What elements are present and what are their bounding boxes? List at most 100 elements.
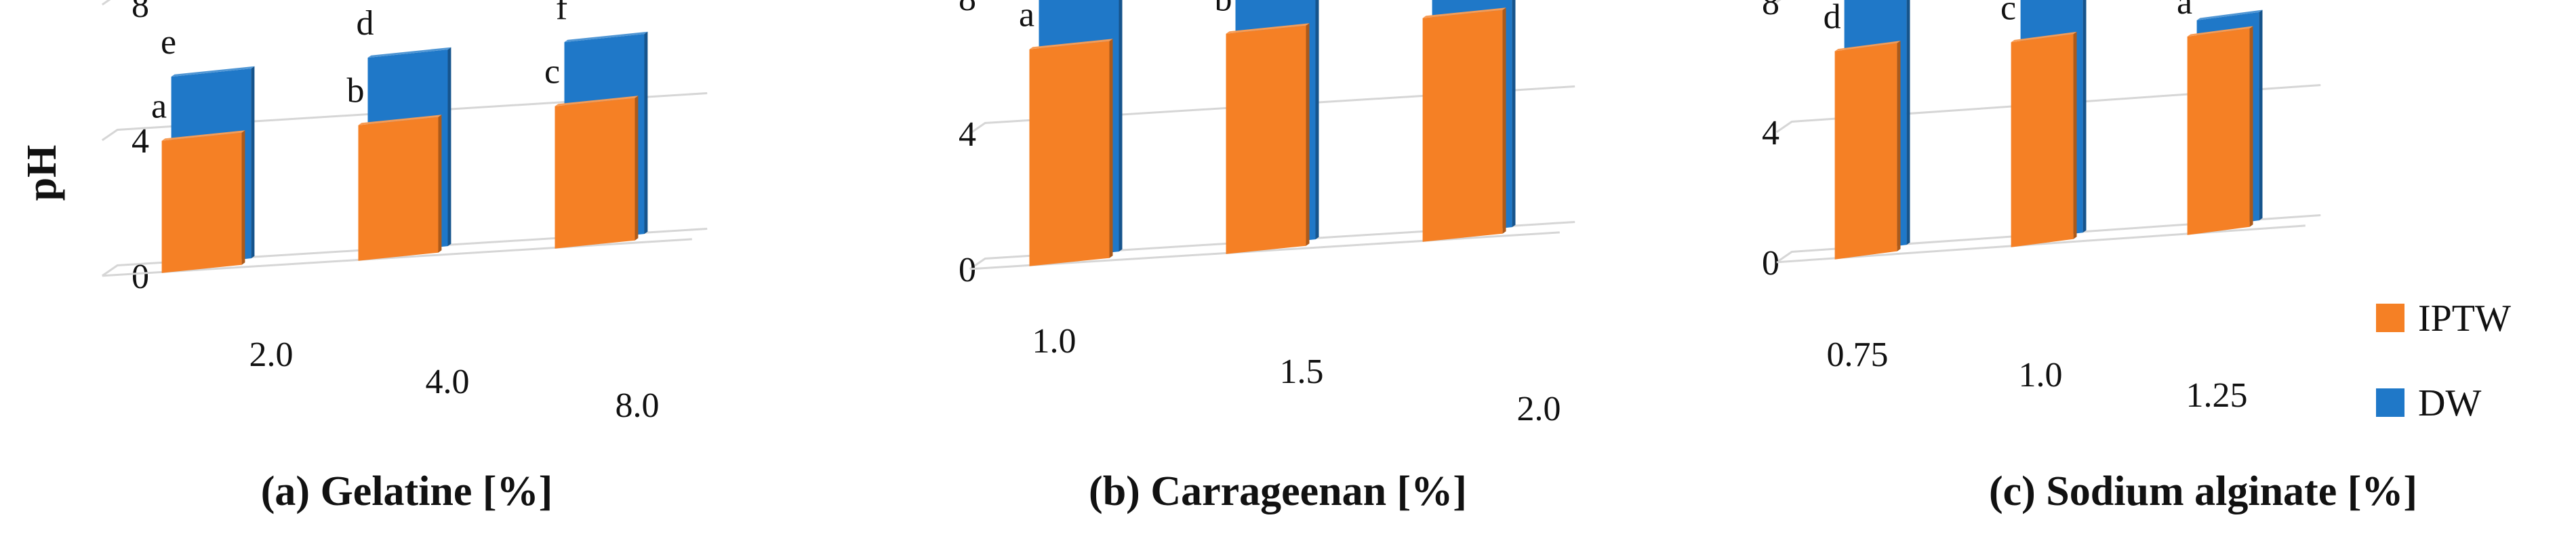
legend-swatch	[2376, 388, 2404, 417]
bar-side-face	[1897, 41, 1901, 251]
bar-top-face	[358, 115, 442, 125]
data-label: d	[357, 4, 374, 43]
bar-side-face	[2249, 26, 2253, 227]
panel-title: (b) Carrageenan [%]	[1089, 468, 1467, 514]
legend-item-dw: DW	[2376, 382, 2481, 424]
gridline	[969, 221, 1575, 270]
y-tick-label: 0	[132, 258, 149, 296]
bar-side-face	[1906, 0, 1910, 245]
chart-panels: 04812edfabc2.04.08.0(a) Gelatine [%]0481…	[101, 0, 2417, 514]
y-tick-label: 4	[132, 122, 149, 161]
gridlines	[969, 85, 1575, 270]
gridline	[969, 85, 1575, 135]
data-label: c	[2000, 0, 2016, 27]
data-label: a	[151, 87, 167, 126]
panel-title: (c) Sodium alginate [%]	[1989, 468, 2417, 514]
bar-side-face	[644, 31, 648, 235]
bar-side-face	[447, 47, 451, 247]
x-tick-label: 8.0	[616, 386, 660, 425]
y-tick-label: 0	[959, 251, 976, 289]
data-label: b	[2186, 0, 2203, 5]
bar-top-face	[1029, 39, 1113, 49]
x-tick-label: 0.75	[1827, 336, 1889, 374]
bar-front-face	[2187, 28, 2250, 235]
data-label: c	[1412, 0, 1428, 3]
bar-top-face	[564, 31, 648, 43]
bar-iptw-4.0: b	[347, 72, 442, 261]
chart-panel-1: 04812edfabc2.04.08.0(a) Gelatine [%]	[101, 0, 708, 514]
y-tick-label: 8	[959, 0, 976, 18]
bar-iptw-1.0: c	[2000, 0, 2077, 247]
data-label: b	[347, 72, 365, 110]
bar-top-face	[171, 66, 255, 77]
bar-iptw-1.0: a	[1019, 0, 1113, 266]
bar-iptw-1.5: b	[1215, 0, 1310, 254]
gridlines	[101, 0, 708, 277]
bar-top-face	[555, 96, 639, 106]
x-tick-label: 4.0	[426, 363, 470, 401]
bar-side-face	[251, 66, 255, 259]
x-tick-label: 1.5	[1280, 352, 1324, 391]
y-tick-label: 8	[1762, 0, 1779, 22]
x-tick-label: 2.0	[1517, 390, 1561, 428]
data-label: b	[1215, 0, 1232, 19]
bar-iptw-1.25: a	[2177, 0, 2253, 235]
legend-swatch	[2376, 304, 2404, 332]
data-label: e	[161, 23, 176, 62]
data-label: d	[1824, 0, 1841, 37]
floor-edge	[969, 231, 1560, 270]
bar-top-face	[1422, 7, 1506, 18]
gridline	[1775, 214, 2321, 264]
bar-top-face	[2011, 31, 2077, 43]
legend-label: DW	[2418, 382, 2481, 424]
data-label: a	[2177, 0, 2192, 22]
bar-front-face	[1029, 41, 1110, 266]
gridlines	[1775, 0, 2321, 264]
bar-iptw-0.75: d	[1824, 0, 1901, 260]
bar-top-face	[2187, 26, 2253, 37]
bar-side-face	[2259, 9, 2263, 221]
bars: febdca	[1824, 0, 2263, 260]
bar-top-face	[161, 130, 245, 141]
legend-label: IPTW	[2418, 298, 2511, 340]
y-tick-label: 8	[132, 0, 149, 25]
data-label: a	[1019, 0, 1034, 35]
bar-iptw-2.0: c	[1412, 0, 1506, 242]
y-tick-label: 4	[1762, 114, 1779, 153]
bar-side-face	[1109, 39, 1113, 258]
bar-top-face	[1226, 23, 1310, 34]
bar-front-face	[1834, 43, 1897, 260]
bar-side-face	[241, 130, 245, 265]
bar-side-face	[2082, 0, 2087, 233]
bar-side-face	[1512, 0, 1516, 228]
bar-side-face	[1315, 0, 1319, 240]
legend-item-iptw: IPTW	[2376, 298, 2511, 340]
x-tick-label: 1.25	[2186, 376, 2248, 415]
gridline	[101, 228, 708, 277]
floor-edge	[1776, 224, 2306, 264]
bar-top-face	[367, 47, 451, 58]
gridline	[101, 92, 708, 142]
bar-front-face	[1422, 9, 1503, 242]
bar-top-face	[2196, 9, 2263, 20]
panel-title: (a) Gelatine [%]	[261, 468, 552, 514]
bar-side-face	[438, 115, 442, 253]
data-label: c	[544, 53, 560, 92]
bar-front-face	[2011, 34, 2074, 247]
y-tick-label: 4	[959, 115, 976, 154]
bar-front-face	[1226, 25, 1306, 254]
bar-side-face	[1119, 0, 1123, 252]
bar-front-face	[161, 132, 242, 273]
chart-panel-3: 048febdca0.751.01.25(c) Sodium alginate …	[1762, 0, 2417, 514]
bar-side-face	[635, 96, 639, 241]
bar-side-face	[1502, 7, 1506, 234]
bars: defabc	[1019, 0, 1516, 266]
gridline	[101, 0, 111, 6]
floor-edge	[102, 238, 692, 277]
data-label: f	[556, 0, 568, 27]
x-tick-label: 2.0	[249, 336, 294, 374]
bar-iptw-8.0: c	[544, 53, 639, 249]
gridline	[1775, 84, 2321, 134]
